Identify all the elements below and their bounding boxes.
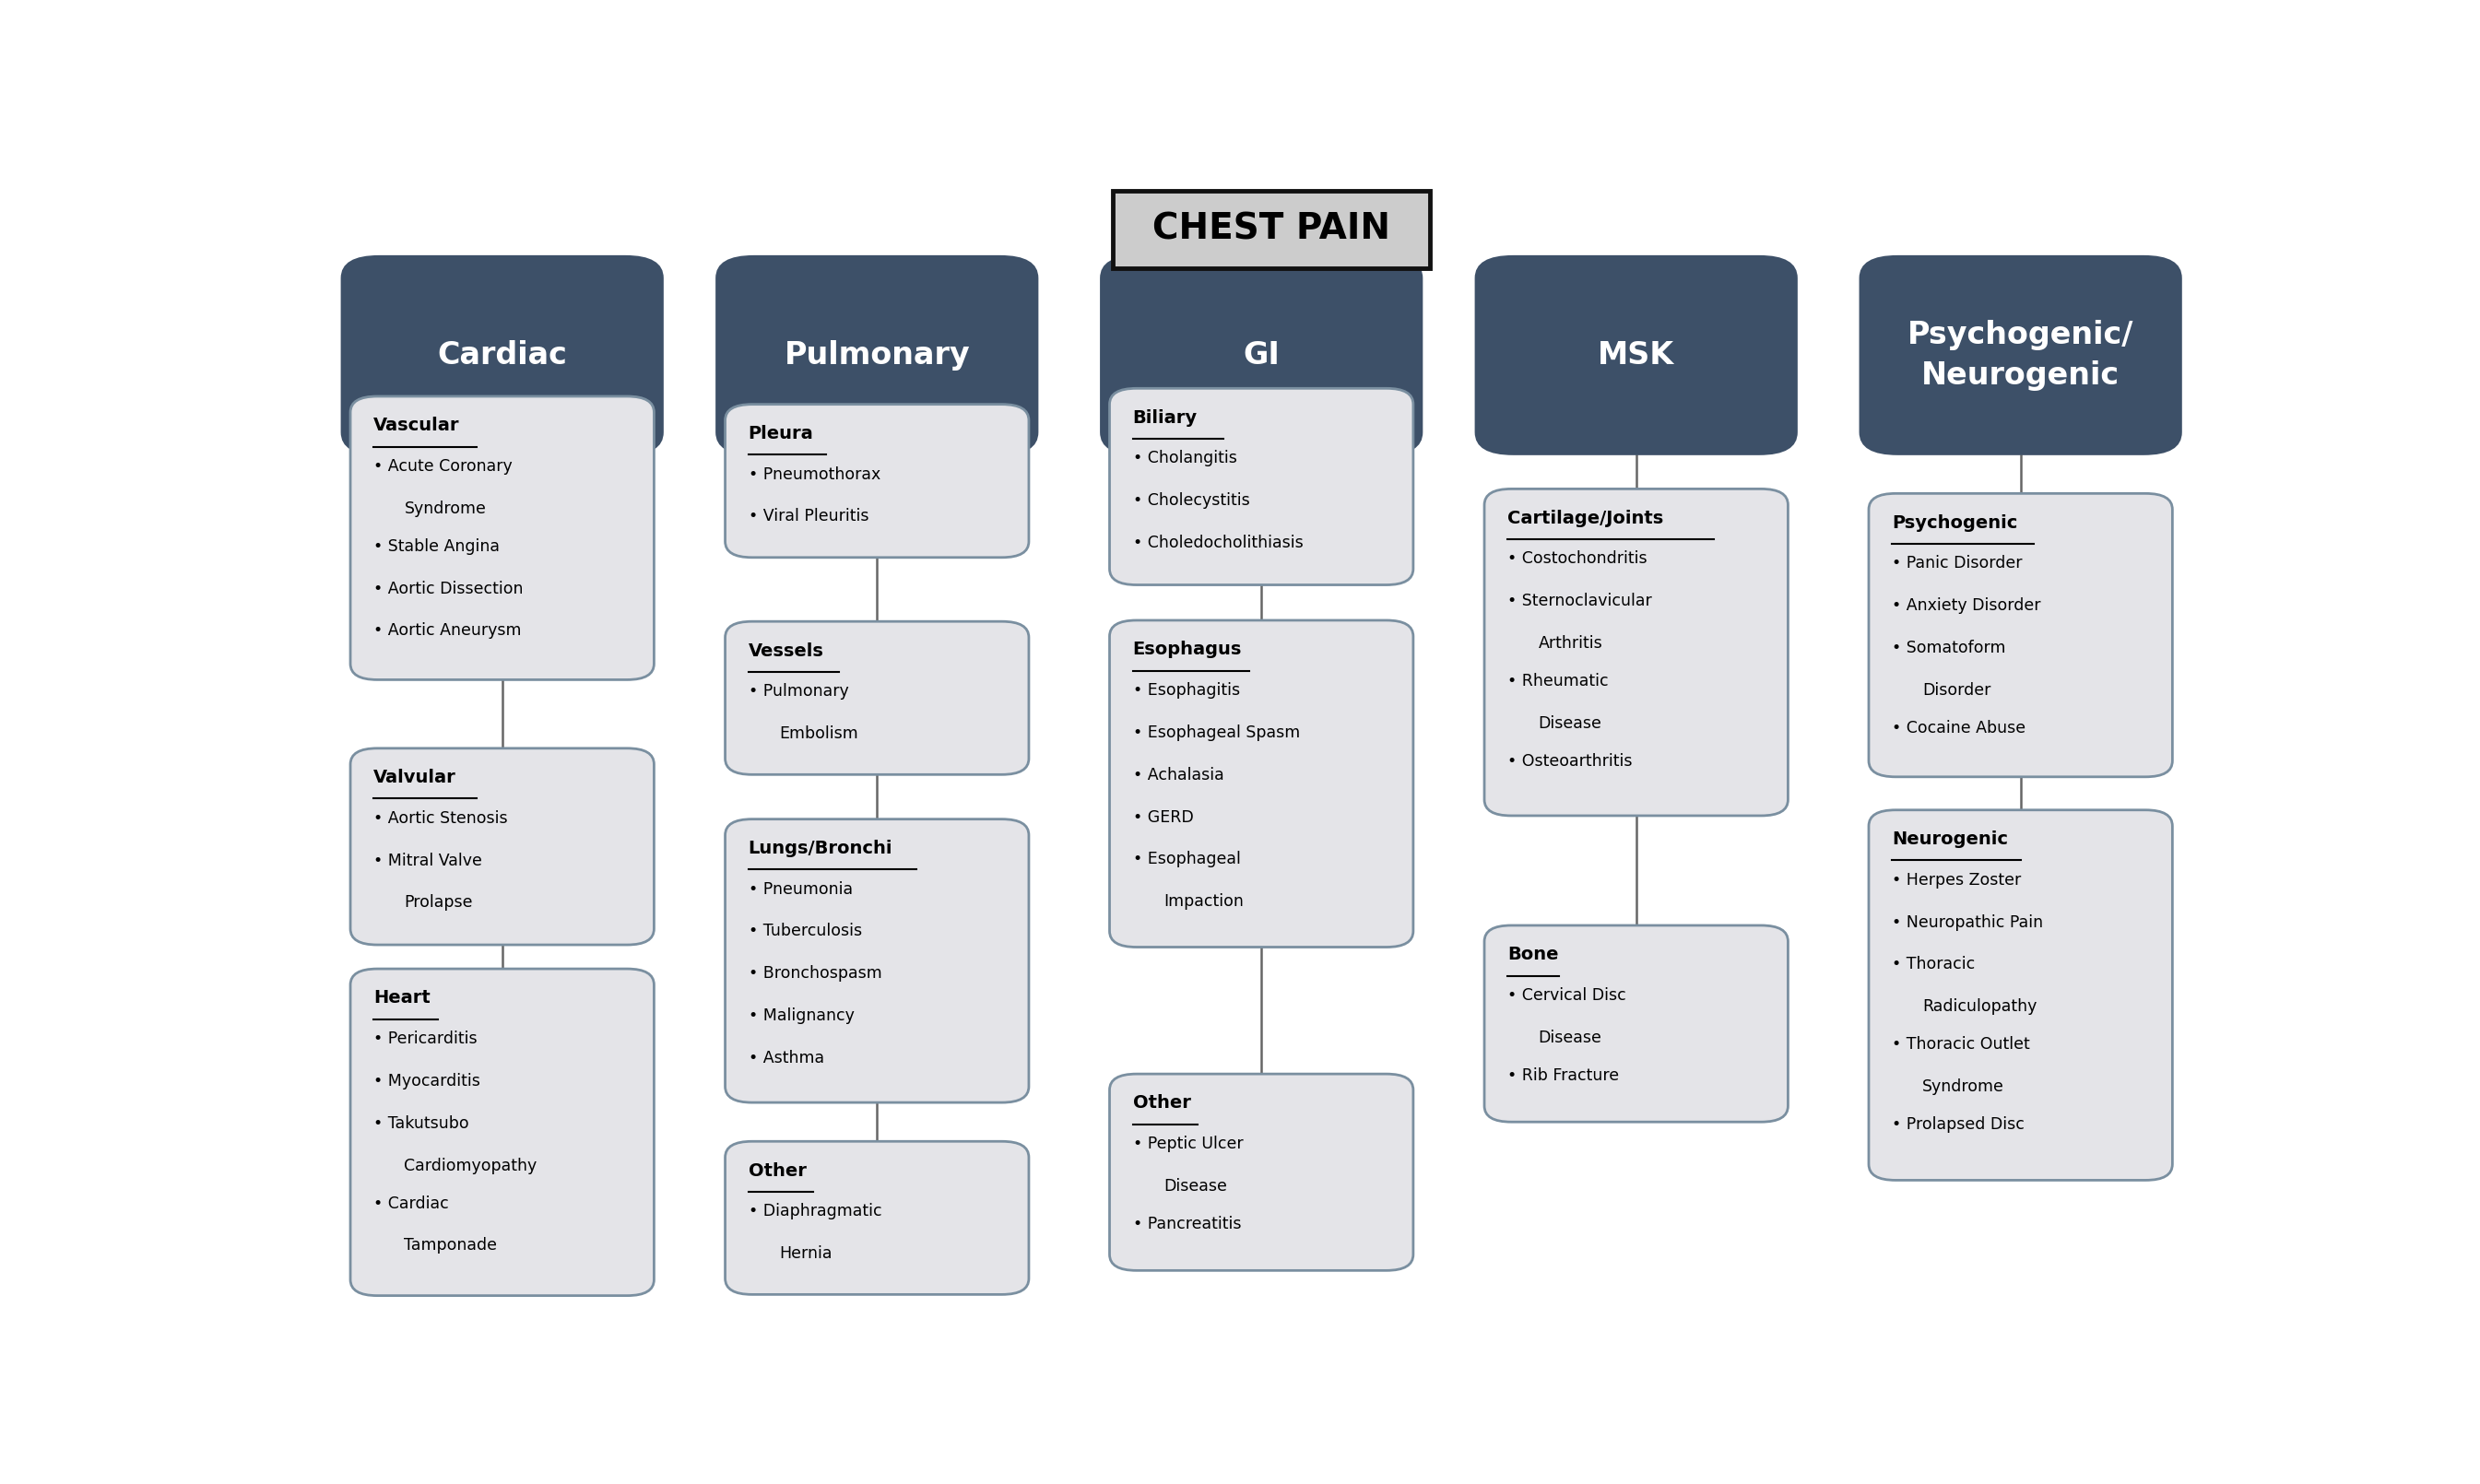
Text: • Acute Coronary: • Acute Coronary <box>374 459 513 475</box>
FancyBboxPatch shape <box>724 404 1029 558</box>
Text: Syndrome: Syndrome <box>404 500 486 516</box>
FancyBboxPatch shape <box>724 622 1029 775</box>
Text: Bone: Bone <box>1508 945 1557 963</box>
Text: GI: GI <box>1242 340 1280 371</box>
Text: • Malignancy: • Malignancy <box>749 1008 853 1024</box>
Text: Heart: Heart <box>374 990 432 1008</box>
Text: • Viral Pleuritis: • Viral Pleuritis <box>749 509 868 525</box>
Text: Biliary: Biliary <box>1133 410 1198 426</box>
Text: • Aortic Aneurysm: • Aortic Aneurysm <box>374 623 521 640</box>
Text: Cardiomyopathy: Cardiomyopathy <box>404 1158 538 1174</box>
Text: • Esophageal: • Esophageal <box>1133 852 1240 868</box>
FancyBboxPatch shape <box>1114 190 1428 269</box>
Text: • Cocaine Abuse: • Cocaine Abuse <box>1892 720 2026 736</box>
Text: Syndrome: Syndrome <box>1922 1079 2004 1095</box>
FancyBboxPatch shape <box>1486 488 1788 816</box>
Text: • Sternoclavicular: • Sternoclavicular <box>1508 594 1652 610</box>
Text: • Herpes Zoster: • Herpes Zoster <box>1892 871 2021 889</box>
Text: Disease: Disease <box>1163 1178 1228 1195</box>
Text: • Pneumonia: • Pneumonia <box>749 881 853 898</box>
Text: MSK: MSK <box>1597 340 1674 371</box>
Text: Arthritis: Arthritis <box>1538 635 1602 651</box>
Text: Other: Other <box>749 1162 806 1180</box>
Text: • Pulmonary: • Pulmonary <box>749 683 848 700</box>
Text: • Aortic Stenosis: • Aortic Stenosis <box>374 810 508 827</box>
Text: • Bronchospasm: • Bronchospasm <box>749 966 883 982</box>
Text: Esophagus: Esophagus <box>1133 641 1242 659</box>
FancyBboxPatch shape <box>724 819 1029 1103</box>
Text: Disease: Disease <box>1538 715 1602 732</box>
Text: Valvular: Valvular <box>374 769 456 787</box>
Text: Psychogenic/
Neurogenic: Psychogenic/ Neurogenic <box>1907 321 2133 390</box>
Text: Prolapse: Prolapse <box>404 895 474 911</box>
Text: • Prolapsed Disc: • Prolapsed Disc <box>1892 1116 2024 1132</box>
Text: • Osteoarthritis: • Osteoarthritis <box>1508 752 1632 769</box>
Text: • Cholangitis: • Cholangitis <box>1133 450 1238 466</box>
Text: Psychogenic: Psychogenic <box>1892 513 2019 531</box>
Text: Other: Other <box>1133 1095 1190 1112</box>
Text: • Cholecystitis: • Cholecystitis <box>1133 493 1250 509</box>
Text: • Diaphragmatic: • Diaphragmatic <box>749 1204 880 1220</box>
FancyBboxPatch shape <box>1109 389 1414 585</box>
Text: • Peptic Ulcer: • Peptic Ulcer <box>1133 1135 1242 1152</box>
Text: • Rib Fracture: • Rib Fracture <box>1508 1067 1619 1083</box>
Text: • Thoracic: • Thoracic <box>1892 956 1974 974</box>
Text: • Anxiety Disorder: • Anxiety Disorder <box>1892 598 2041 614</box>
Text: • Achalasia: • Achalasia <box>1133 767 1223 784</box>
Text: Tamponade: Tamponade <box>404 1238 498 1254</box>
Text: • Somatoform: • Somatoform <box>1892 640 2006 656</box>
Text: • Costochondritis: • Costochondritis <box>1508 551 1647 567</box>
FancyBboxPatch shape <box>1870 810 2172 1180</box>
Text: CHEST PAIN: CHEST PAIN <box>1153 212 1389 246</box>
Text: • Asthma: • Asthma <box>749 1051 823 1067</box>
Text: Disease: Disease <box>1538 1030 1602 1046</box>
FancyBboxPatch shape <box>1109 1074 1414 1270</box>
Text: • Esophagitis: • Esophagitis <box>1133 683 1240 699</box>
Text: Pulmonary: Pulmonary <box>784 340 970 371</box>
Text: • Panic Disorder: • Panic Disorder <box>1892 555 2021 571</box>
Text: • Mitral Valve: • Mitral Valve <box>374 852 481 868</box>
Text: Lungs/Bronchi: Lungs/Bronchi <box>749 840 893 858</box>
Text: • Thoracic Outlet: • Thoracic Outlet <box>1892 1036 2029 1052</box>
Text: Impaction: Impaction <box>1163 893 1242 910</box>
FancyBboxPatch shape <box>1870 494 2172 776</box>
Text: Disorder: Disorder <box>1922 683 1991 699</box>
FancyBboxPatch shape <box>1860 255 2182 456</box>
FancyBboxPatch shape <box>1101 255 1424 456</box>
FancyBboxPatch shape <box>350 396 655 680</box>
Text: Pleura: Pleura <box>749 424 813 442</box>
FancyBboxPatch shape <box>350 969 655 1296</box>
Text: Vessels: Vessels <box>749 643 823 659</box>
FancyBboxPatch shape <box>717 255 1039 456</box>
Text: • Tuberculosis: • Tuberculosis <box>749 923 861 939</box>
Text: • Neuropathic Pain: • Neuropathic Pain <box>1892 914 2044 930</box>
FancyBboxPatch shape <box>724 1141 1029 1294</box>
Text: Neurogenic: Neurogenic <box>1892 831 2009 847</box>
Text: • Myocarditis: • Myocarditis <box>374 1073 481 1089</box>
Text: • Pericarditis: • Pericarditis <box>374 1030 476 1048</box>
Text: • Stable Angina: • Stable Angina <box>374 539 501 555</box>
Text: • Rheumatic: • Rheumatic <box>1508 672 1610 690</box>
FancyBboxPatch shape <box>1486 926 1788 1122</box>
Text: Radiculopathy: Radiculopathy <box>1922 999 2036 1015</box>
Text: • Takutsubo: • Takutsubo <box>374 1114 469 1132</box>
FancyBboxPatch shape <box>1476 255 1798 456</box>
FancyBboxPatch shape <box>1109 620 1414 947</box>
Text: • Cervical Disc: • Cervical Disc <box>1508 987 1627 1003</box>
Text: Vascular: Vascular <box>374 417 459 435</box>
Text: • Pneumothorax: • Pneumothorax <box>749 466 880 482</box>
FancyBboxPatch shape <box>340 255 665 456</box>
Text: • Aortic Dissection: • Aortic Dissection <box>374 580 523 597</box>
Text: Embolism: Embolism <box>779 726 858 742</box>
Text: Cartilage/Joints: Cartilage/Joints <box>1508 509 1664 527</box>
FancyBboxPatch shape <box>350 748 655 945</box>
Text: • GERD: • GERD <box>1133 809 1193 825</box>
Text: • Esophageal Spasm: • Esophageal Spasm <box>1133 724 1300 741</box>
Text: Hernia: Hernia <box>779 1245 831 1261</box>
Text: • Choledocholithiasis: • Choledocholithiasis <box>1133 534 1302 551</box>
Text: • Cardiac: • Cardiac <box>374 1195 449 1211</box>
Text: • Pancreatitis: • Pancreatitis <box>1133 1215 1240 1232</box>
Text: Cardiac: Cardiac <box>436 340 568 371</box>
